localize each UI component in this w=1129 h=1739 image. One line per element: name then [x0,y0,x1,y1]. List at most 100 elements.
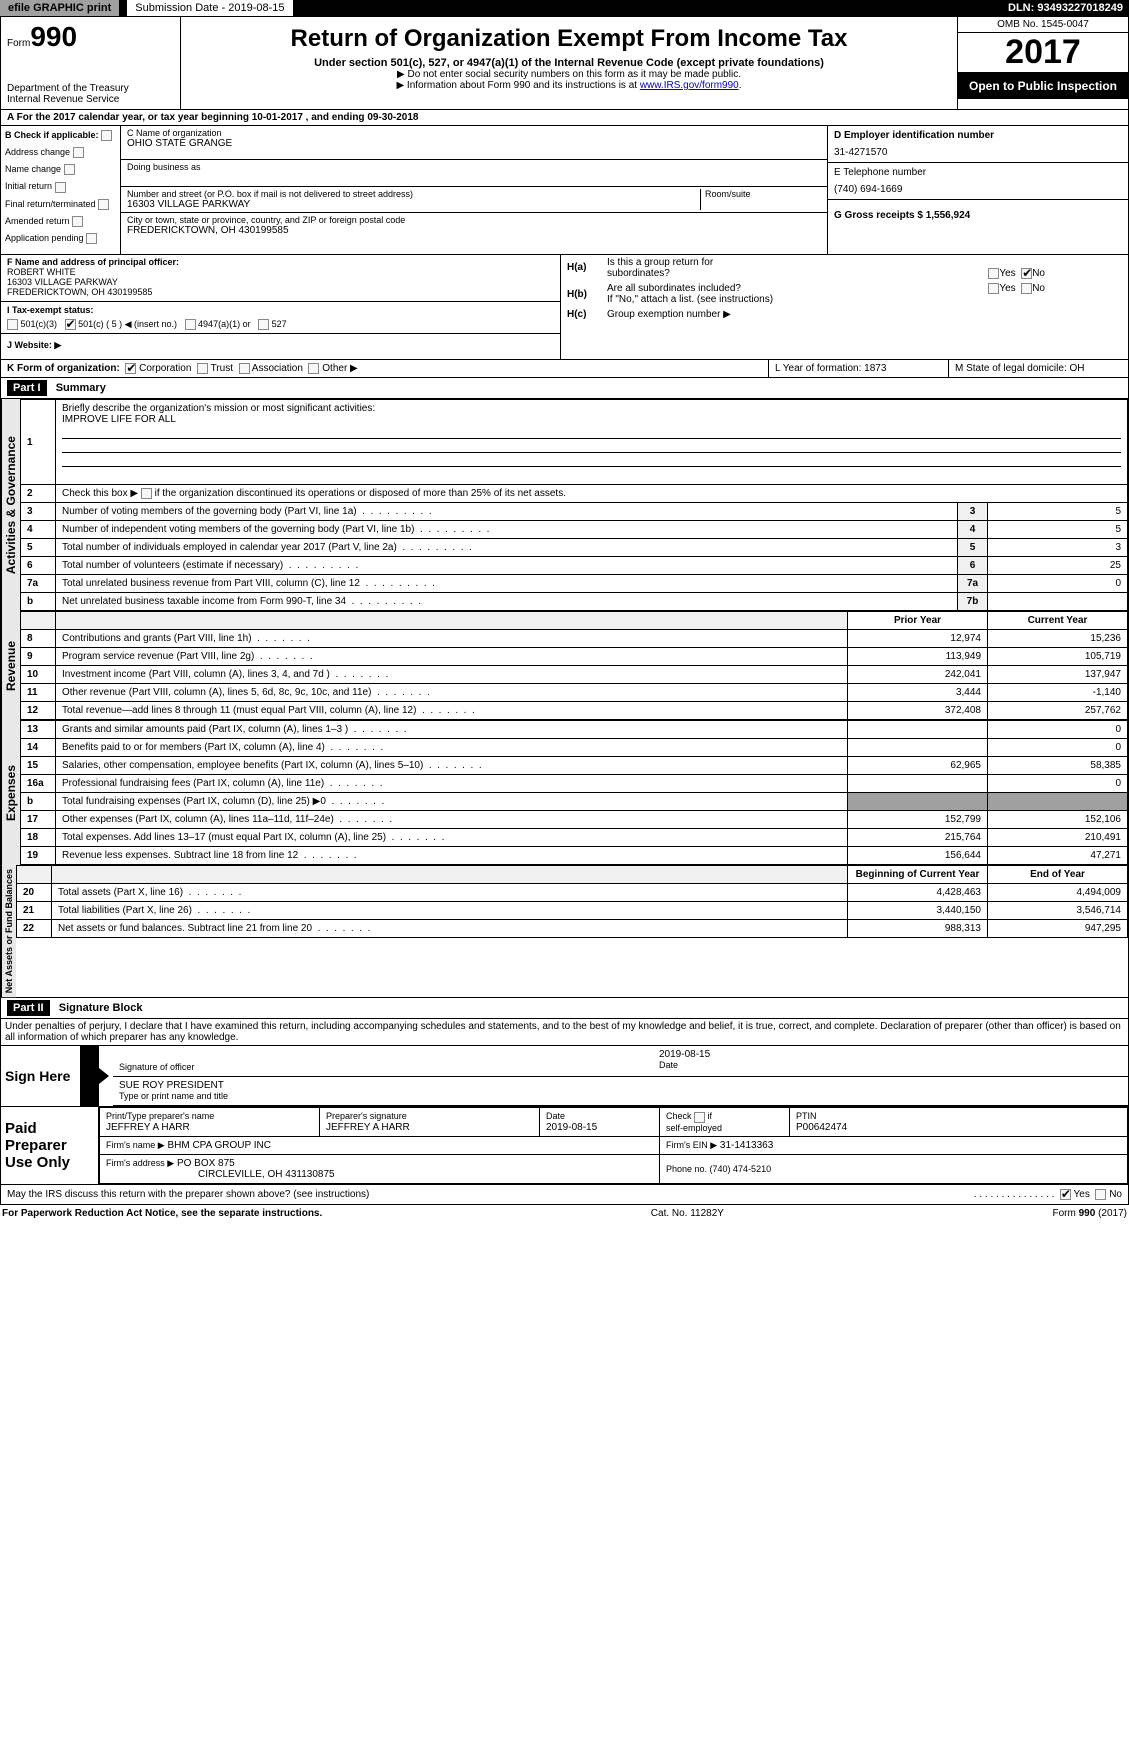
efile-print-btn[interactable]: efile GRAPHIC print [0,0,119,16]
check-icon[interactable] [7,319,18,330]
b-left: B Check if applicable: Address change Na… [1,126,121,254]
part1-title: Summary [56,382,106,394]
l-year-formation: L Year of formation: 1873 [768,360,948,377]
summary-row: 14 Benefits paid to or for members (Part… [21,739,1128,757]
tax-year: 2017 [958,33,1128,73]
ha-label: H(a) [567,262,607,273]
summary-row: 21 Total liabilities (Part X, line 26) .… [17,902,1128,920]
ptin: P00642474 [796,1122,847,1133]
check-icon[interactable] [1021,283,1032,294]
sign-here-block: Sign Here Signature of officer 2019-08-1… [0,1046,1129,1107]
check-icon[interactable] [258,319,269,330]
check-icon[interactable] [988,268,999,279]
vert-label-expenses: Expenses [1,720,20,865]
hb-note: If "No," attach a list. (see instruction… [607,294,1045,305]
check-icon[interactable] [239,363,250,374]
sig-date: 2019-08-15 [659,1049,710,1060]
check-icon[interactable] [308,363,319,374]
check-icon[interactable] [55,182,66,193]
check-icon[interactable] [65,319,76,330]
check-icon[interactable] [101,130,112,141]
yes-label: Yes [999,283,1015,294]
ptin-label: PTIN [796,1111,817,1121]
check-icon[interactable] [125,363,136,374]
opt-501c3: 501(c)(3) [21,319,58,329]
summary-row: b Net unrelated business taxable income … [21,593,1128,611]
prep-name: JEFFREY A HARR [106,1122,190,1133]
summary-row: 15 Salaries, other compensation, employe… [21,757,1128,775]
applicable-check-item: Final return/terminated [5,199,116,210]
opt-trust: Trust [211,363,233,374]
summary-row: 19 Revenue less expenses. Subtract line … [21,847,1128,865]
omb-number: OMB No. 1545-0047 [958,17,1128,33]
part1-header: Part I [7,380,47,396]
summary-row: 18 Total expenses. Add lines 13–17 (must… [21,829,1128,847]
street: 16303 VILLAGE PARKWAY [127,199,696,210]
officer-name: ROBERT WHITE [7,267,76,277]
paid-preparer-body: Print/Type preparer's name JEFFREY A HAR… [99,1107,1128,1184]
check-icon[interactable] [1060,1189,1071,1200]
part1-revenue: Revenue Prior Year Current Year 8 Contri… [0,611,1129,720]
date-label: Date [659,1060,678,1070]
irs-link[interactable]: www.IRS.gov/form990 [640,80,739,91]
summary-row: 12 Total revenue—add lines 8 through 11 … [21,702,1128,720]
m-state-domicile: M State of legal domicile: OH [948,360,1128,377]
opt-4947: 4947(a)(1) or [198,319,251,329]
form-number: 990 [30,21,77,52]
form-subtitle1: Under section 501(c), 527, or 4947(a)(1)… [187,57,951,69]
check-icon[interactable] [988,283,999,294]
prep-sig-label: Preparer's signature [326,1111,407,1121]
part2-title-row: Part II Signature Block [0,998,1129,1019]
phone: (740) 694-1669 [834,184,1122,195]
col-current-year: Current Year [988,612,1128,630]
phone-label: E Telephone number [834,167,1122,178]
part1-net-assets: Net Assets or Fund Balances Beginning of… [0,865,1129,998]
pra-notice: For Paperwork Reduction Act Notice, see … [2,1208,322,1219]
check-icon[interactable] [197,363,208,374]
city-label: City or town, state or province, country… [127,215,821,225]
summary-row: 13 Grants and similar amounts paid (Part… [21,721,1128,739]
opt-other: Other ▶ [322,363,357,374]
applicable-check-item: Address change [5,147,116,158]
check-icon[interactable] [86,233,97,244]
form-title-box: Return of Organization Exempt From Incom… [181,17,958,109]
prep-sig: JEFFREY A HARR [326,1122,410,1133]
vert-label-governance: Activities & Governance [1,399,20,611]
form-subtitle3: ▶ Information about Form 990 and its ins… [187,80,951,91]
yes-label: Yes [1074,1189,1090,1200]
part2-header: Part II [7,1000,50,1016]
check-icon[interactable] [1021,268,1032,279]
check-icon[interactable] [72,216,83,227]
paid-preparer-label: Paid Preparer Use Only [1,1107,99,1184]
type-print-label: Type or print name and title [119,1091,228,1101]
vert-label-revenue: Revenue [1,611,20,720]
b-right: D Employer identification number 31-4271… [828,126,1128,254]
c-org-label: C Name of organization [127,128,821,138]
k-label: K Form of organization: [7,363,120,374]
applicable-check-item: Name change [5,164,116,175]
officer-street: 16303 VILLAGE PARKWAY [7,277,118,287]
hc-text: Group exemption number ▶ [607,309,731,320]
form-title: Return of Organization Exempt From Incom… [187,25,951,53]
form-prefix: Form [7,38,30,49]
applicable-check-item: Amended return [5,216,116,227]
summary-row: 6 Total number of volunteers (estimate i… [21,557,1128,575]
open-inspection: Open to Public Inspection [958,73,1128,99]
b-check-label: B Check if applicable: [5,130,99,140]
check-icon[interactable] [64,164,75,175]
declaration: Under penalties of perjury, I declare th… [0,1019,1129,1046]
check-icon[interactable] [141,488,152,499]
firm-addr1: PO BOX 875 [177,1158,235,1169]
dept-line1: Department of the Treasury [7,83,174,94]
city: FREDERICKTOWN, OH 430199585 [127,225,821,236]
applicable-check-item: Initial return [5,181,116,192]
ha-text1: Is this a group return for [607,257,1045,268]
sign-here-label: Sign Here [1,1046,81,1106]
summary-row: 10 Investment income (Part VIII, column … [21,666,1128,684]
check-icon[interactable] [73,147,84,158]
summary-row: 16a Professional fundraising fees (Part … [21,775,1128,793]
check-icon[interactable] [98,199,109,210]
check-icon[interactable] [185,319,196,330]
check-icon[interactable] [694,1112,705,1123]
check-icon[interactable] [1095,1189,1106,1200]
